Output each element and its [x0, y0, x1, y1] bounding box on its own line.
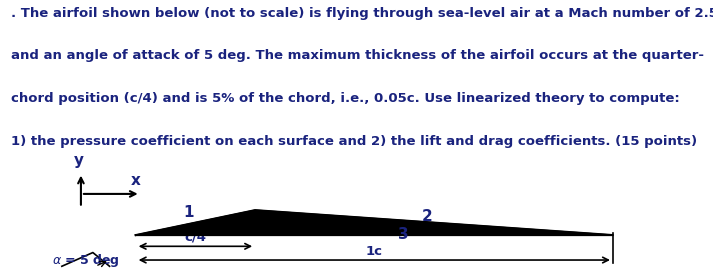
- Text: and an angle of attack of 5 deg. The maximum thickness of the airfoil occurs at : and an angle of attack of 5 deg. The max…: [11, 50, 704, 62]
- Text: chord position (c/4) and is 5% of the chord, i.e., 0.05c.: chord position (c/4) and is 5% of the ch…: [11, 92, 424, 105]
- Text: c/4: c/4: [185, 231, 207, 244]
- Polygon shape: [135, 210, 613, 235]
- Text: 2: 2: [422, 209, 433, 224]
- Text: 1) the pressure coefficient on each surface and 2) the lift and drag coefficient: 1) the pressure coefficient on each surf…: [11, 135, 697, 148]
- Text: chord position (c/4) and is 5% of the chord, i.e., 0.05c. Use linearized theory : chord position (c/4) and is 5% of the ch…: [11, 92, 679, 105]
- Text: y: y: [73, 153, 83, 168]
- Text: . The airfoil shown below (not to scale) is flying through sea-level air at a Ma: . The airfoil shown below (not to scale)…: [11, 7, 713, 20]
- Text: 3: 3: [398, 227, 409, 243]
- Text: $\alpha$ = 5 deg: $\alpha$ = 5 deg: [52, 252, 120, 268]
- Text: 1: 1: [183, 205, 194, 220]
- Text: 1c: 1c: [366, 244, 383, 257]
- Text: x: x: [131, 173, 141, 188]
